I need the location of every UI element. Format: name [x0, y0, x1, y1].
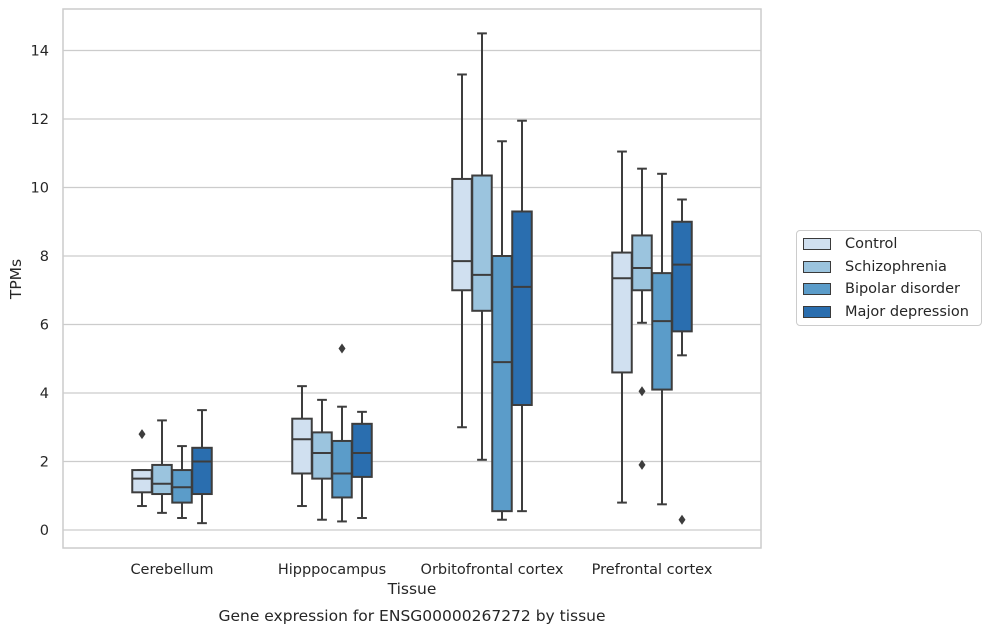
box-bipolar-disorder	[491, 140, 513, 521]
x-tick-labels: Cerebellum Hipppocampus Orbitofrontal cort…	[130, 562, 712, 578]
box-bipolar-disorder	[331, 343, 353, 523]
iqr-box	[471, 174, 493, 312]
iqr-box	[671, 220, 693, 333]
iqr-box	[311, 431, 333, 480]
legend-item: Schizophrenia	[803, 257, 947, 277]
legend-label: Bipolar disorder	[845, 281, 960, 297]
iqr-box	[151, 463, 173, 496]
legend-item: Bipolar disorder	[803, 279, 960, 299]
outlier-point	[338, 343, 346, 354]
iqr-box	[511, 210, 533, 406]
legend: Control Schizophrenia Bipolar disorder Majo…	[796, 230, 982, 326]
box-layer	[131, 32, 693, 525]
box-control	[291, 385, 313, 508]
box-control	[451, 73, 473, 429]
y-tick-label: 12	[31, 112, 49, 128]
x-tick-label: Prefrontal cortex	[592, 562, 713, 578]
box-schizophrenia	[151, 419, 173, 514]
legend-label: Major depression	[845, 303, 969, 320]
y-axis-title: TPMs	[7, 259, 25, 300]
box-control	[611, 150, 633, 504]
iqr-box	[351, 422, 373, 478]
x-tick-label: Cerebellum	[130, 562, 213, 578]
y-tick-label: 0	[40, 523, 49, 539]
x-axis-title: Tissue	[387, 580, 437, 598]
legend-item: Control	[803, 234, 897, 254]
outlier-point	[638, 459, 646, 470]
y-tick-label: 10	[31, 181, 49, 197]
legend-label: Control	[845, 236, 898, 252]
plot-area-frame	[62, 8, 762, 549]
iqr-box	[451, 177, 473, 292]
y-tick-label: 8	[40, 249, 49, 265]
iqr-box	[651, 272, 673, 391]
box-schizophrenia	[631, 167, 653, 470]
iqr-box	[131, 469, 153, 494]
iqr-box	[611, 251, 633, 374]
iqr-box	[331, 439, 353, 499]
legend-swatch	[803, 283, 831, 295]
iqr-box	[491, 255, 513, 513]
outlier-point	[138, 429, 146, 440]
x-tick-label: Hipppocampus	[278, 562, 386, 578]
legend-item: Major depression	[803, 302, 969, 322]
x-tick-label: Orbitofrontal cortex	[421, 562, 564, 578]
box-schizophrenia	[311, 398, 333, 521]
box-major-depression	[671, 198, 693, 525]
iqr-box	[291, 417, 313, 475]
y-tick-label: 4	[40, 386, 49, 402]
grid-lines	[63, 49, 761, 531]
legend-swatch	[803, 238, 831, 250]
outlier-point	[678, 514, 686, 525]
box-bipolar-disorder	[171, 445, 193, 520]
box-control	[131, 429, 153, 508]
iqr-box	[191, 446, 213, 496]
legend-label: Schizophrenia	[845, 258, 947, 275]
legend-swatch	[803, 305, 831, 318]
box-schizophrenia	[471, 32, 493, 461]
box-major-depression	[191, 409, 213, 525]
y-tick-labels: 0 2 4 6 8 10 12 14	[31, 44, 49, 540]
box-major-depression	[511, 119, 533, 513]
y-tick-label: 2	[40, 455, 49, 471]
outlier-point	[638, 386, 646, 397]
y-tick-label: 14	[31, 44, 49, 60]
y-tick-label: 6	[40, 318, 49, 334]
box-major-depression	[351, 410, 373, 520]
iqr-box	[631, 234, 653, 292]
legend-swatch	[803, 260, 831, 273]
chart-title: Gene expression for ENSG00000267272 by t…	[218, 607, 605, 625]
box-bipolar-disorder	[651, 172, 673, 506]
